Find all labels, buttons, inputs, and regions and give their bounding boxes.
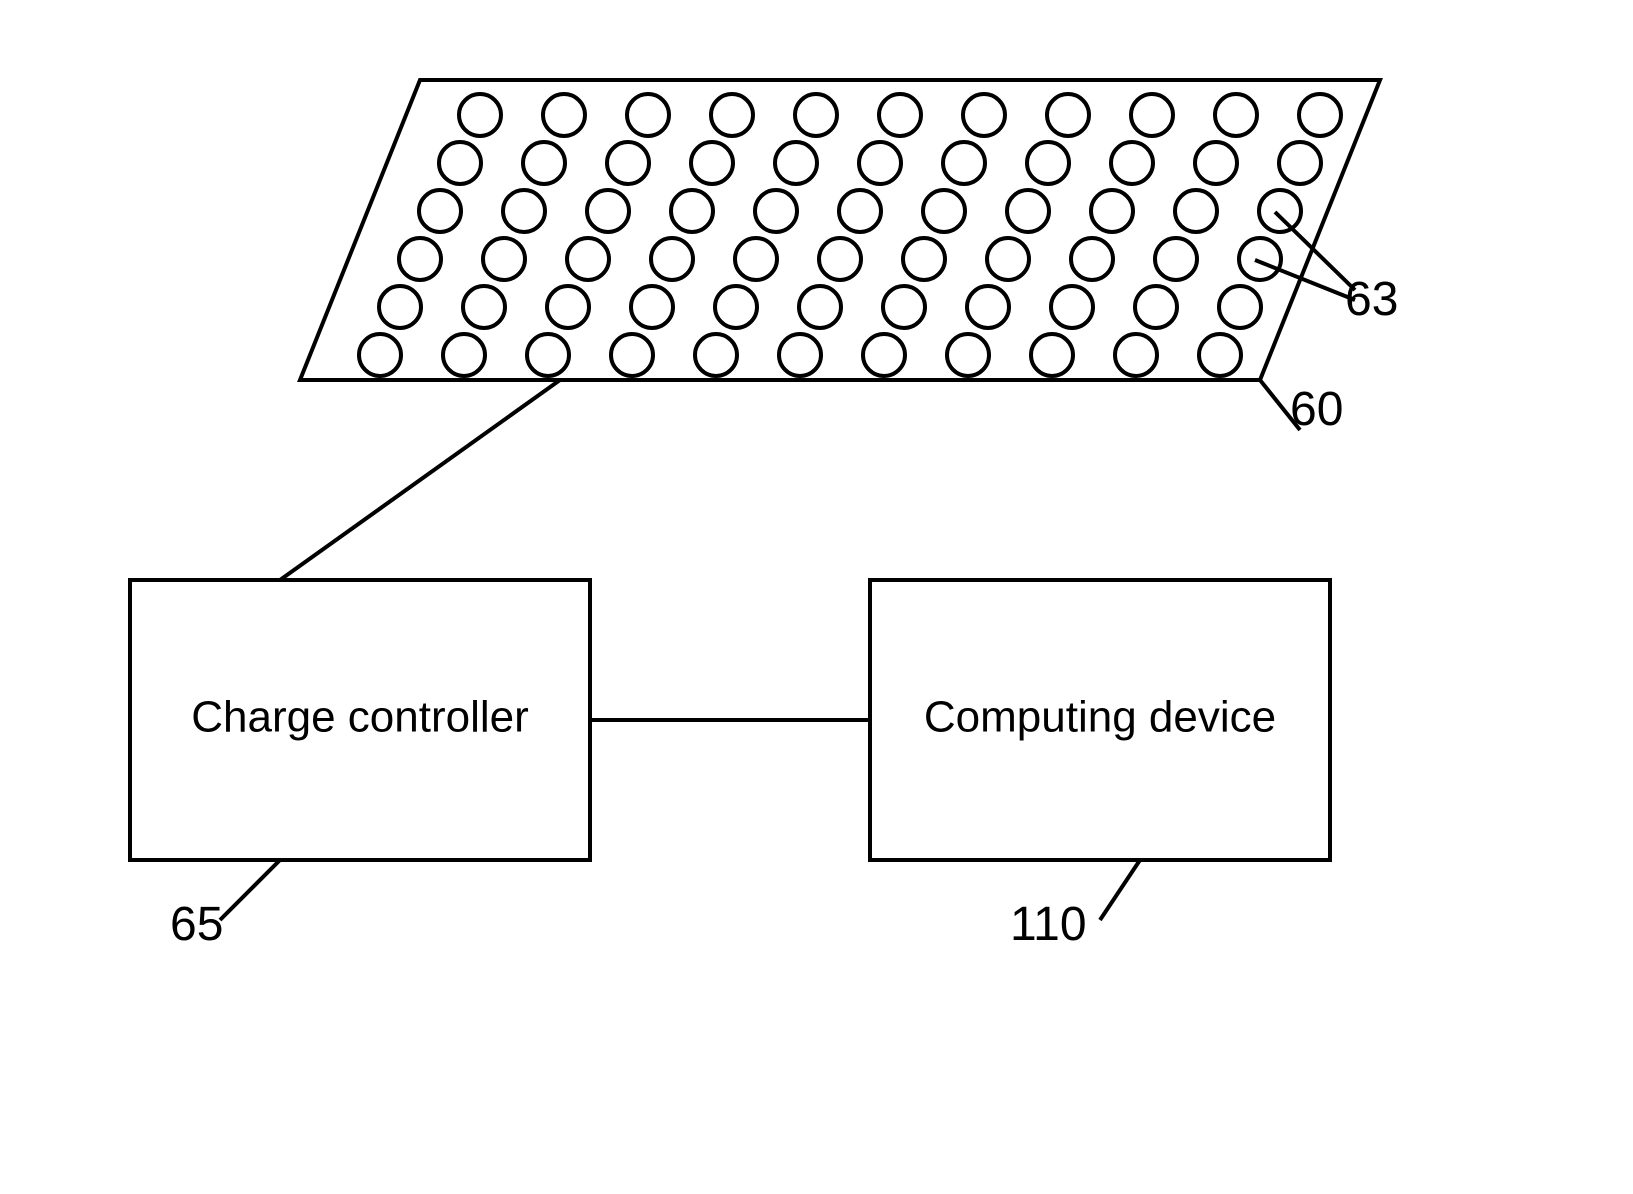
cell-circle bbox=[947, 334, 989, 376]
cell-circle bbox=[755, 190, 797, 232]
ref-label-panel: 60 bbox=[1290, 383, 1343, 436]
ref-label-charge-controller: 65 bbox=[170, 898, 223, 951]
cell-circle bbox=[1091, 190, 1133, 232]
cell-circle bbox=[359, 334, 401, 376]
cell-circle bbox=[883, 286, 925, 328]
cell-circle bbox=[967, 286, 1009, 328]
cell-circle bbox=[1215, 94, 1257, 136]
computing-device-label: Computing device bbox=[924, 693, 1276, 742]
cell-circle bbox=[651, 238, 693, 280]
cell-circle bbox=[691, 142, 733, 184]
cell-circle bbox=[779, 334, 821, 376]
cell-circle bbox=[1027, 142, 1069, 184]
cell-circle bbox=[1175, 190, 1217, 232]
cell-circle bbox=[943, 142, 985, 184]
cell-circle bbox=[607, 142, 649, 184]
cell-circle bbox=[859, 142, 901, 184]
cell-circle bbox=[671, 190, 713, 232]
charge-controller-label: Charge controller bbox=[191, 693, 529, 742]
cell-circle bbox=[1199, 334, 1241, 376]
cell-circle bbox=[923, 190, 965, 232]
cell-circle bbox=[1155, 238, 1197, 280]
cell-circle bbox=[799, 286, 841, 328]
cell-circle bbox=[379, 286, 421, 328]
cell-circle bbox=[439, 142, 481, 184]
cell-circle bbox=[795, 94, 837, 136]
cell-circle bbox=[1279, 142, 1321, 184]
cell-circle bbox=[611, 334, 653, 376]
cell-array bbox=[359, 94, 1341, 376]
cell-circle bbox=[1135, 286, 1177, 328]
cell-circle bbox=[863, 334, 905, 376]
cell-circle bbox=[963, 94, 1005, 136]
cell-circle bbox=[711, 94, 753, 136]
leader-cells-1 bbox=[1275, 212, 1355, 290]
cell-circle bbox=[399, 238, 441, 280]
cell-circle bbox=[631, 286, 673, 328]
ref-label-cells: 63 bbox=[1345, 273, 1398, 326]
cell-circle bbox=[1239, 238, 1281, 280]
cell-circle bbox=[543, 94, 585, 136]
cell-circle bbox=[1051, 286, 1093, 328]
cell-circle bbox=[483, 238, 525, 280]
cell-circle bbox=[587, 190, 629, 232]
ref-label-computing-device: 110 bbox=[1010, 898, 1087, 951]
cell-circle bbox=[527, 334, 569, 376]
cell-circle bbox=[1131, 94, 1173, 136]
cell-circle bbox=[1071, 238, 1113, 280]
cell-circle bbox=[1007, 190, 1049, 232]
cell-circle bbox=[547, 286, 589, 328]
cell-circle bbox=[1195, 142, 1237, 184]
cell-circle bbox=[695, 334, 737, 376]
cell-circle bbox=[1111, 142, 1153, 184]
cell-circle bbox=[459, 94, 501, 136]
cell-circle bbox=[1047, 94, 1089, 136]
cell-circle bbox=[627, 94, 669, 136]
cell-circle bbox=[419, 190, 461, 232]
cell-circle bbox=[987, 238, 1029, 280]
cell-circle bbox=[903, 238, 945, 280]
connector-panel-to-controller bbox=[280, 380, 560, 580]
cell-circle bbox=[1259, 190, 1301, 232]
cell-circle bbox=[1299, 94, 1341, 136]
cell-circle bbox=[839, 190, 881, 232]
cell-circle bbox=[463, 286, 505, 328]
cell-circle bbox=[1115, 334, 1157, 376]
leader-charge-controller bbox=[220, 860, 280, 920]
cell-circle bbox=[567, 238, 609, 280]
cell-circle bbox=[819, 238, 861, 280]
cell-circle bbox=[735, 238, 777, 280]
cell-circle bbox=[443, 334, 485, 376]
cell-circle bbox=[503, 190, 545, 232]
cell-circle bbox=[523, 142, 565, 184]
cell-circle bbox=[879, 94, 921, 136]
leader-computing-device bbox=[1100, 860, 1140, 920]
cell-circle bbox=[1219, 286, 1261, 328]
cell-circle bbox=[715, 286, 757, 328]
cell-circle bbox=[775, 142, 817, 184]
cell-circle bbox=[1031, 334, 1073, 376]
